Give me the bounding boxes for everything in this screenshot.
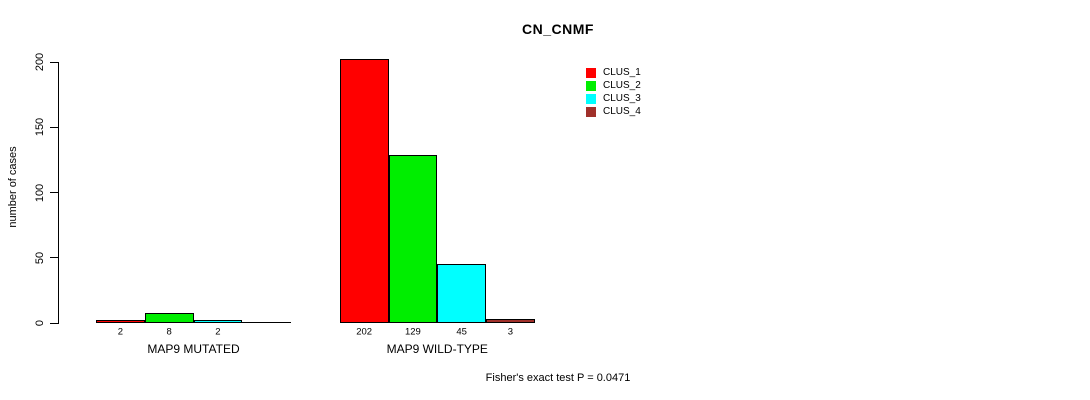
bar-value-label: 45 xyxy=(456,326,467,338)
chart-title: CN_CNMF xyxy=(522,21,594,37)
bar-value-label: 8 xyxy=(166,326,172,338)
bar-value-label: 2 xyxy=(215,326,221,338)
legend-label: CLUS_1 xyxy=(603,67,641,78)
bar-clus_1-1 xyxy=(339,59,389,323)
category-label-0: MAP9 MUTATED xyxy=(147,342,240,356)
y-axis-line xyxy=(58,62,59,324)
legend-swatch-clus_3 xyxy=(586,93,596,104)
y-tick xyxy=(50,126,58,128)
legend-label: CLUS_4 xyxy=(603,106,641,117)
legend-label: CLUS_3 xyxy=(603,93,641,104)
legend-swatch-clus_1 xyxy=(586,67,596,78)
category-label-1: MAP9 WILD-TYPE xyxy=(386,342,488,356)
bar-clus_3-1 xyxy=(437,264,486,323)
y-tick-label: 0 xyxy=(34,319,46,327)
bar-clus_4-0-zero xyxy=(242,322,291,323)
stat-note: Fisher's exact test P = 0.0471 xyxy=(485,372,631,384)
bar-clus_4-1 xyxy=(486,319,535,323)
legend-row-clus_3: CLUS_3 xyxy=(586,92,641,105)
legend-row-clus_2: CLUS_2 xyxy=(586,79,641,92)
bar-clus_2-0 xyxy=(144,312,194,323)
y-tick xyxy=(50,257,58,259)
bar-value-label: 202 xyxy=(356,326,373,338)
bar-clus_1-0 xyxy=(96,320,145,323)
y-tick-label: 50 xyxy=(34,251,46,264)
y-tick-label: 200 xyxy=(34,52,46,72)
y-tick-label: 150 xyxy=(34,118,46,137)
y-tick xyxy=(50,192,58,193)
bar-value-label: 2 xyxy=(117,326,124,338)
legend-row-clus_4: CLUS_4 xyxy=(586,105,641,118)
legend-row-clus_1: CLUS_1 xyxy=(586,66,641,79)
bar-clus_3-0 xyxy=(193,320,243,323)
legend-swatch-clus_2 xyxy=(586,80,596,91)
bar-clus_2-1 xyxy=(388,154,438,323)
y-tick-label: 100 xyxy=(34,183,46,202)
bar-value-label: 3 xyxy=(507,326,514,338)
y-tick xyxy=(50,322,58,324)
bar-value-label: 129 xyxy=(404,326,421,338)
legend-swatch-clus_4 xyxy=(586,106,596,117)
y-tick xyxy=(50,61,58,63)
legend-label: CLUS_2 xyxy=(603,80,641,91)
legend: CLUS_1 CLUS_2 CLUS_3 CLUS_4 xyxy=(586,66,641,118)
